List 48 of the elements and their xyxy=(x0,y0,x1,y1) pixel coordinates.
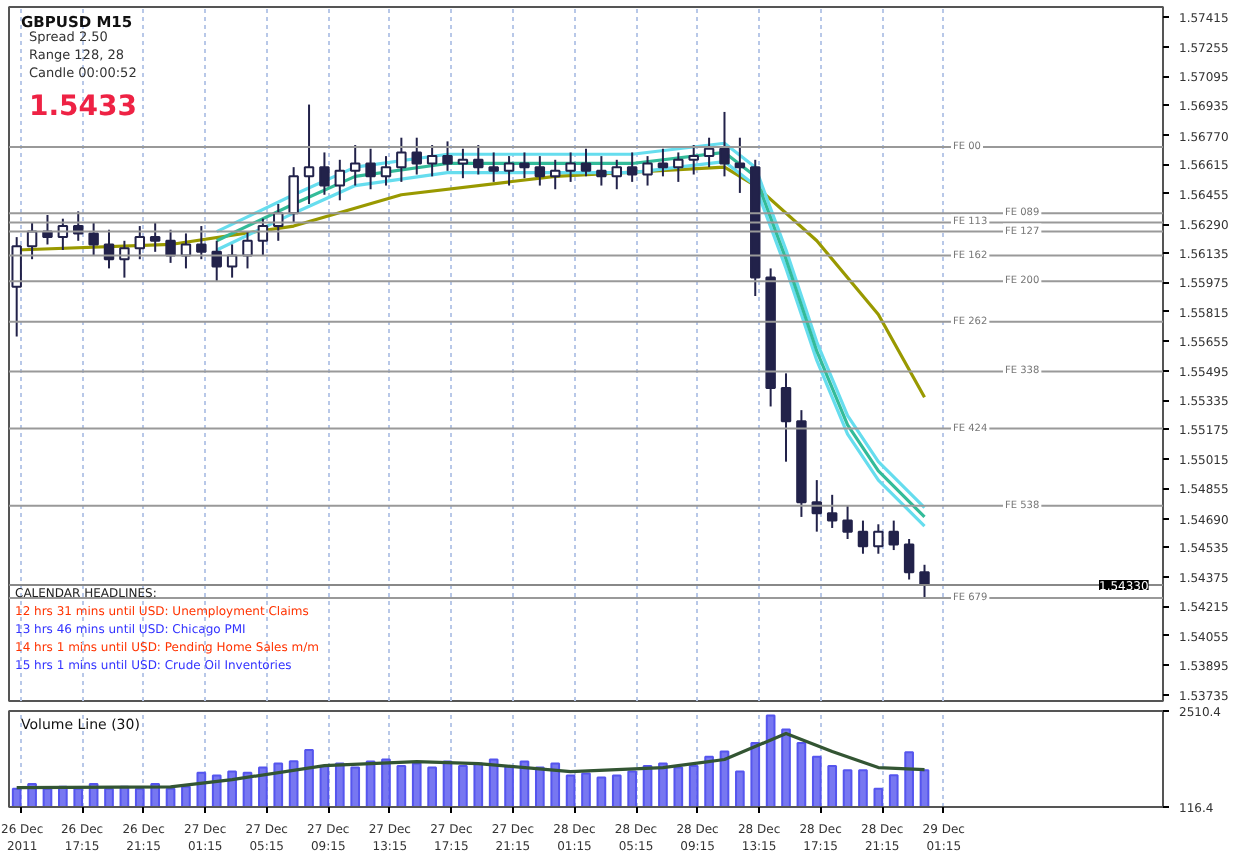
candlestick xyxy=(688,144,699,176)
candlestick xyxy=(657,147,669,178)
candlestick xyxy=(903,538,915,581)
line-series xyxy=(15,731,927,790)
candlestick xyxy=(11,236,22,338)
candlestick xyxy=(842,504,853,541)
candlestick xyxy=(719,110,730,178)
candlestick xyxy=(411,136,422,176)
candlestick xyxy=(857,519,869,555)
candlestick xyxy=(319,151,330,196)
candlestick xyxy=(165,228,176,264)
candlestick xyxy=(888,519,899,552)
candlestick xyxy=(426,144,438,178)
candlestick xyxy=(919,563,930,599)
candlestick xyxy=(580,147,592,178)
candlestick xyxy=(334,158,346,202)
candlestick xyxy=(196,225,207,261)
candlestick xyxy=(734,136,746,194)
candlestick xyxy=(242,230,253,270)
candlestick xyxy=(673,151,684,183)
candlestick xyxy=(780,372,792,463)
candlestick xyxy=(473,144,484,176)
candlestick xyxy=(703,136,715,169)
annotation: 1.5433 xyxy=(29,91,138,123)
candlestick xyxy=(826,493,838,529)
candlestick xyxy=(442,140,453,172)
candlestick xyxy=(550,158,561,191)
candlestick xyxy=(396,136,407,183)
candlestick xyxy=(519,151,530,180)
candlestick xyxy=(611,158,622,191)
candlestick xyxy=(288,166,299,224)
candlestick xyxy=(642,155,653,187)
candlestick xyxy=(149,221,161,253)
candlestick xyxy=(457,147,469,180)
candlestick xyxy=(349,144,361,187)
candlestick xyxy=(488,151,499,183)
candlestick xyxy=(565,151,576,183)
candlestick xyxy=(380,155,392,187)
candlestick xyxy=(134,225,146,261)
candlestick xyxy=(211,239,222,283)
candlestick xyxy=(873,523,884,555)
candlestick xyxy=(88,221,99,257)
candlestick xyxy=(503,155,515,187)
candlestick xyxy=(365,147,376,191)
candlestick xyxy=(303,103,315,205)
candlestick xyxy=(626,151,638,183)
candlestick xyxy=(596,155,607,187)
candlestick xyxy=(534,155,546,187)
